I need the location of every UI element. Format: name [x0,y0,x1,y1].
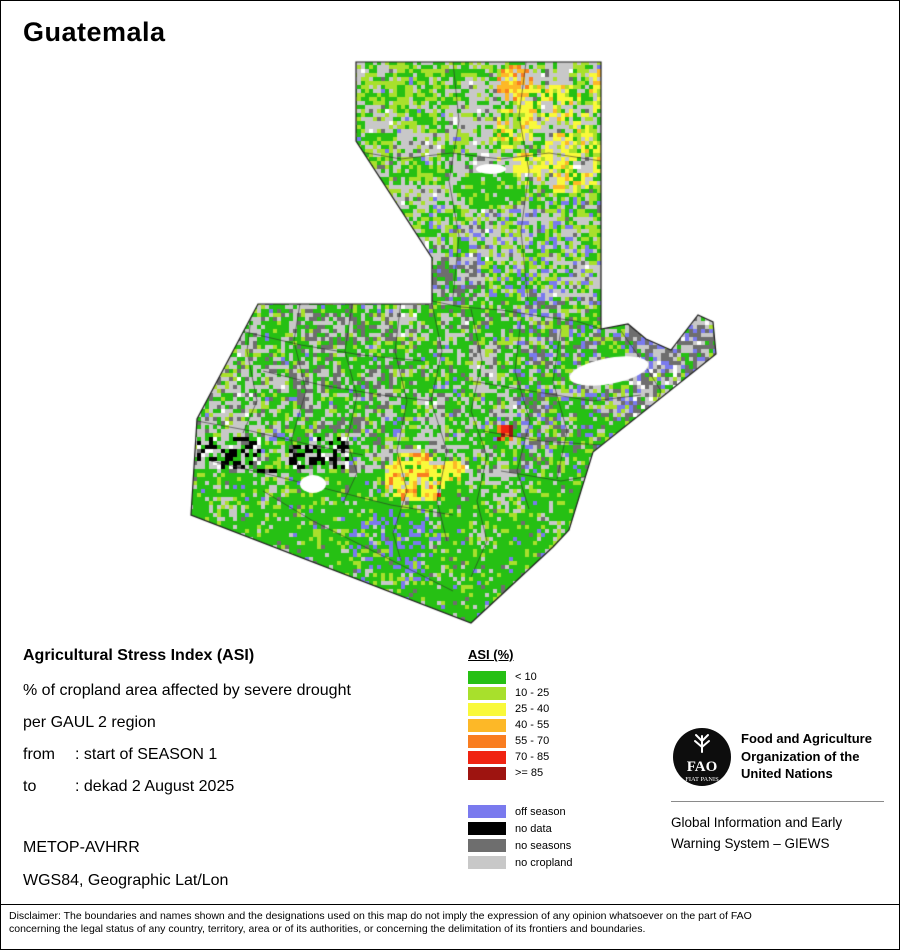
fao-logo: FAO FIAT PANIS [671,725,733,793]
legend-swatch [468,750,506,764]
wheat-icon [694,734,710,753]
legend-item-label: 25 - 40 [515,703,550,715]
from-value: : start of SEASON 1 [75,746,218,763]
guatemala-asi-map [1,1,899,661]
legend-swatch [468,702,506,716]
legend-swatch [468,670,506,684]
fao-emblem-circle [673,728,731,786]
fao-divider [671,801,884,802]
to-value: : dekad 2 August 2025 [75,778,235,795]
legend-item-label: 10 - 25 [515,687,550,699]
legend-item: 55 - 70 [468,733,573,749]
legend-item: no data [468,820,573,837]
fao-logo-motto: FIAT PANIS [685,776,719,783]
fao-org-name: Food and Agriculture Organization of the… [741,731,872,781]
disclaimer-rule [1,904,899,905]
legend-swatch [468,766,506,780]
legend-item: no cropland [468,854,573,871]
legend-swatch [468,822,506,835]
legend-item-label: no seasons [515,839,572,852]
disclaimer-line2: concerning the legal status of any count… [9,923,646,935]
legend-swatch [468,686,506,700]
legend-item: 70 - 85 [468,749,573,765]
legend-item-label: 55 - 70 [515,735,550,747]
legend-item-label: no data [515,822,552,835]
legend-swatch [468,805,506,818]
legend-item: < 10 [468,669,573,685]
legend-item-label: 70 - 85 [515,751,550,763]
asi-description-line2: per GAUL 2 region [23,714,156,731]
disclaimer-text: Disclaimer: The boundaries and names sho… [9,910,893,936]
asi-heading: Agricultural Stress Index (ASI) [23,647,255,664]
legend-swatch [468,856,506,869]
legend-title: ASI (%) [468,647,514,662]
disclaimer-line1: Disclaimer: The boundaries and names sho… [9,910,752,922]
legend-item: 25 - 40 [468,701,573,717]
page-title: Guatemala [23,17,166,47]
legend-swatch [468,839,506,852]
from-label: from [23,746,55,763]
sensor-label: METOP-AVHRR [23,839,140,856]
legend-item-label: 40 - 55 [515,719,550,731]
asi-description-line1: % of cropland area affected by severe dr… [23,682,351,699]
fao-logo-text: FAO [687,759,718,775]
to-row: to : dekad 2 August 2025 [23,778,351,796]
legend-item-label: < 10 [515,671,537,683]
legend-item-label: >= 85 [515,767,544,779]
legend-item: 10 - 25 [468,685,573,701]
asi-legend: ASI (%) < 10 10 - 25 25 - 40 40 - 55 55 … [468,647,573,871]
legend-item: >= 85 [468,765,573,781]
legend-item: no seasons [468,837,573,854]
asi-info-block: Agricultural Stress Index (ASI) % of cro… [23,647,351,810]
legend-swatch [468,718,506,732]
legend-item: 40 - 55 [468,717,573,733]
sensor-block: METOP-AVHRR WGS84, Geographic Lat/Lon [23,839,228,905]
giews-label: Global Information and Early Warning Sys… [671,815,843,851]
from-row: from : start of SEASON 1 [23,746,351,764]
legend-swatch [468,734,506,748]
legend-extra-group: off season no data no seasons no croplan… [468,803,573,871]
projection-label: WGS84, Geographic Lat/Lon [23,872,229,889]
to-label: to [23,778,37,795]
legend-item-label: no cropland [515,856,573,869]
legend-item-label: off season [515,805,566,818]
legend-item: off season [468,803,573,820]
